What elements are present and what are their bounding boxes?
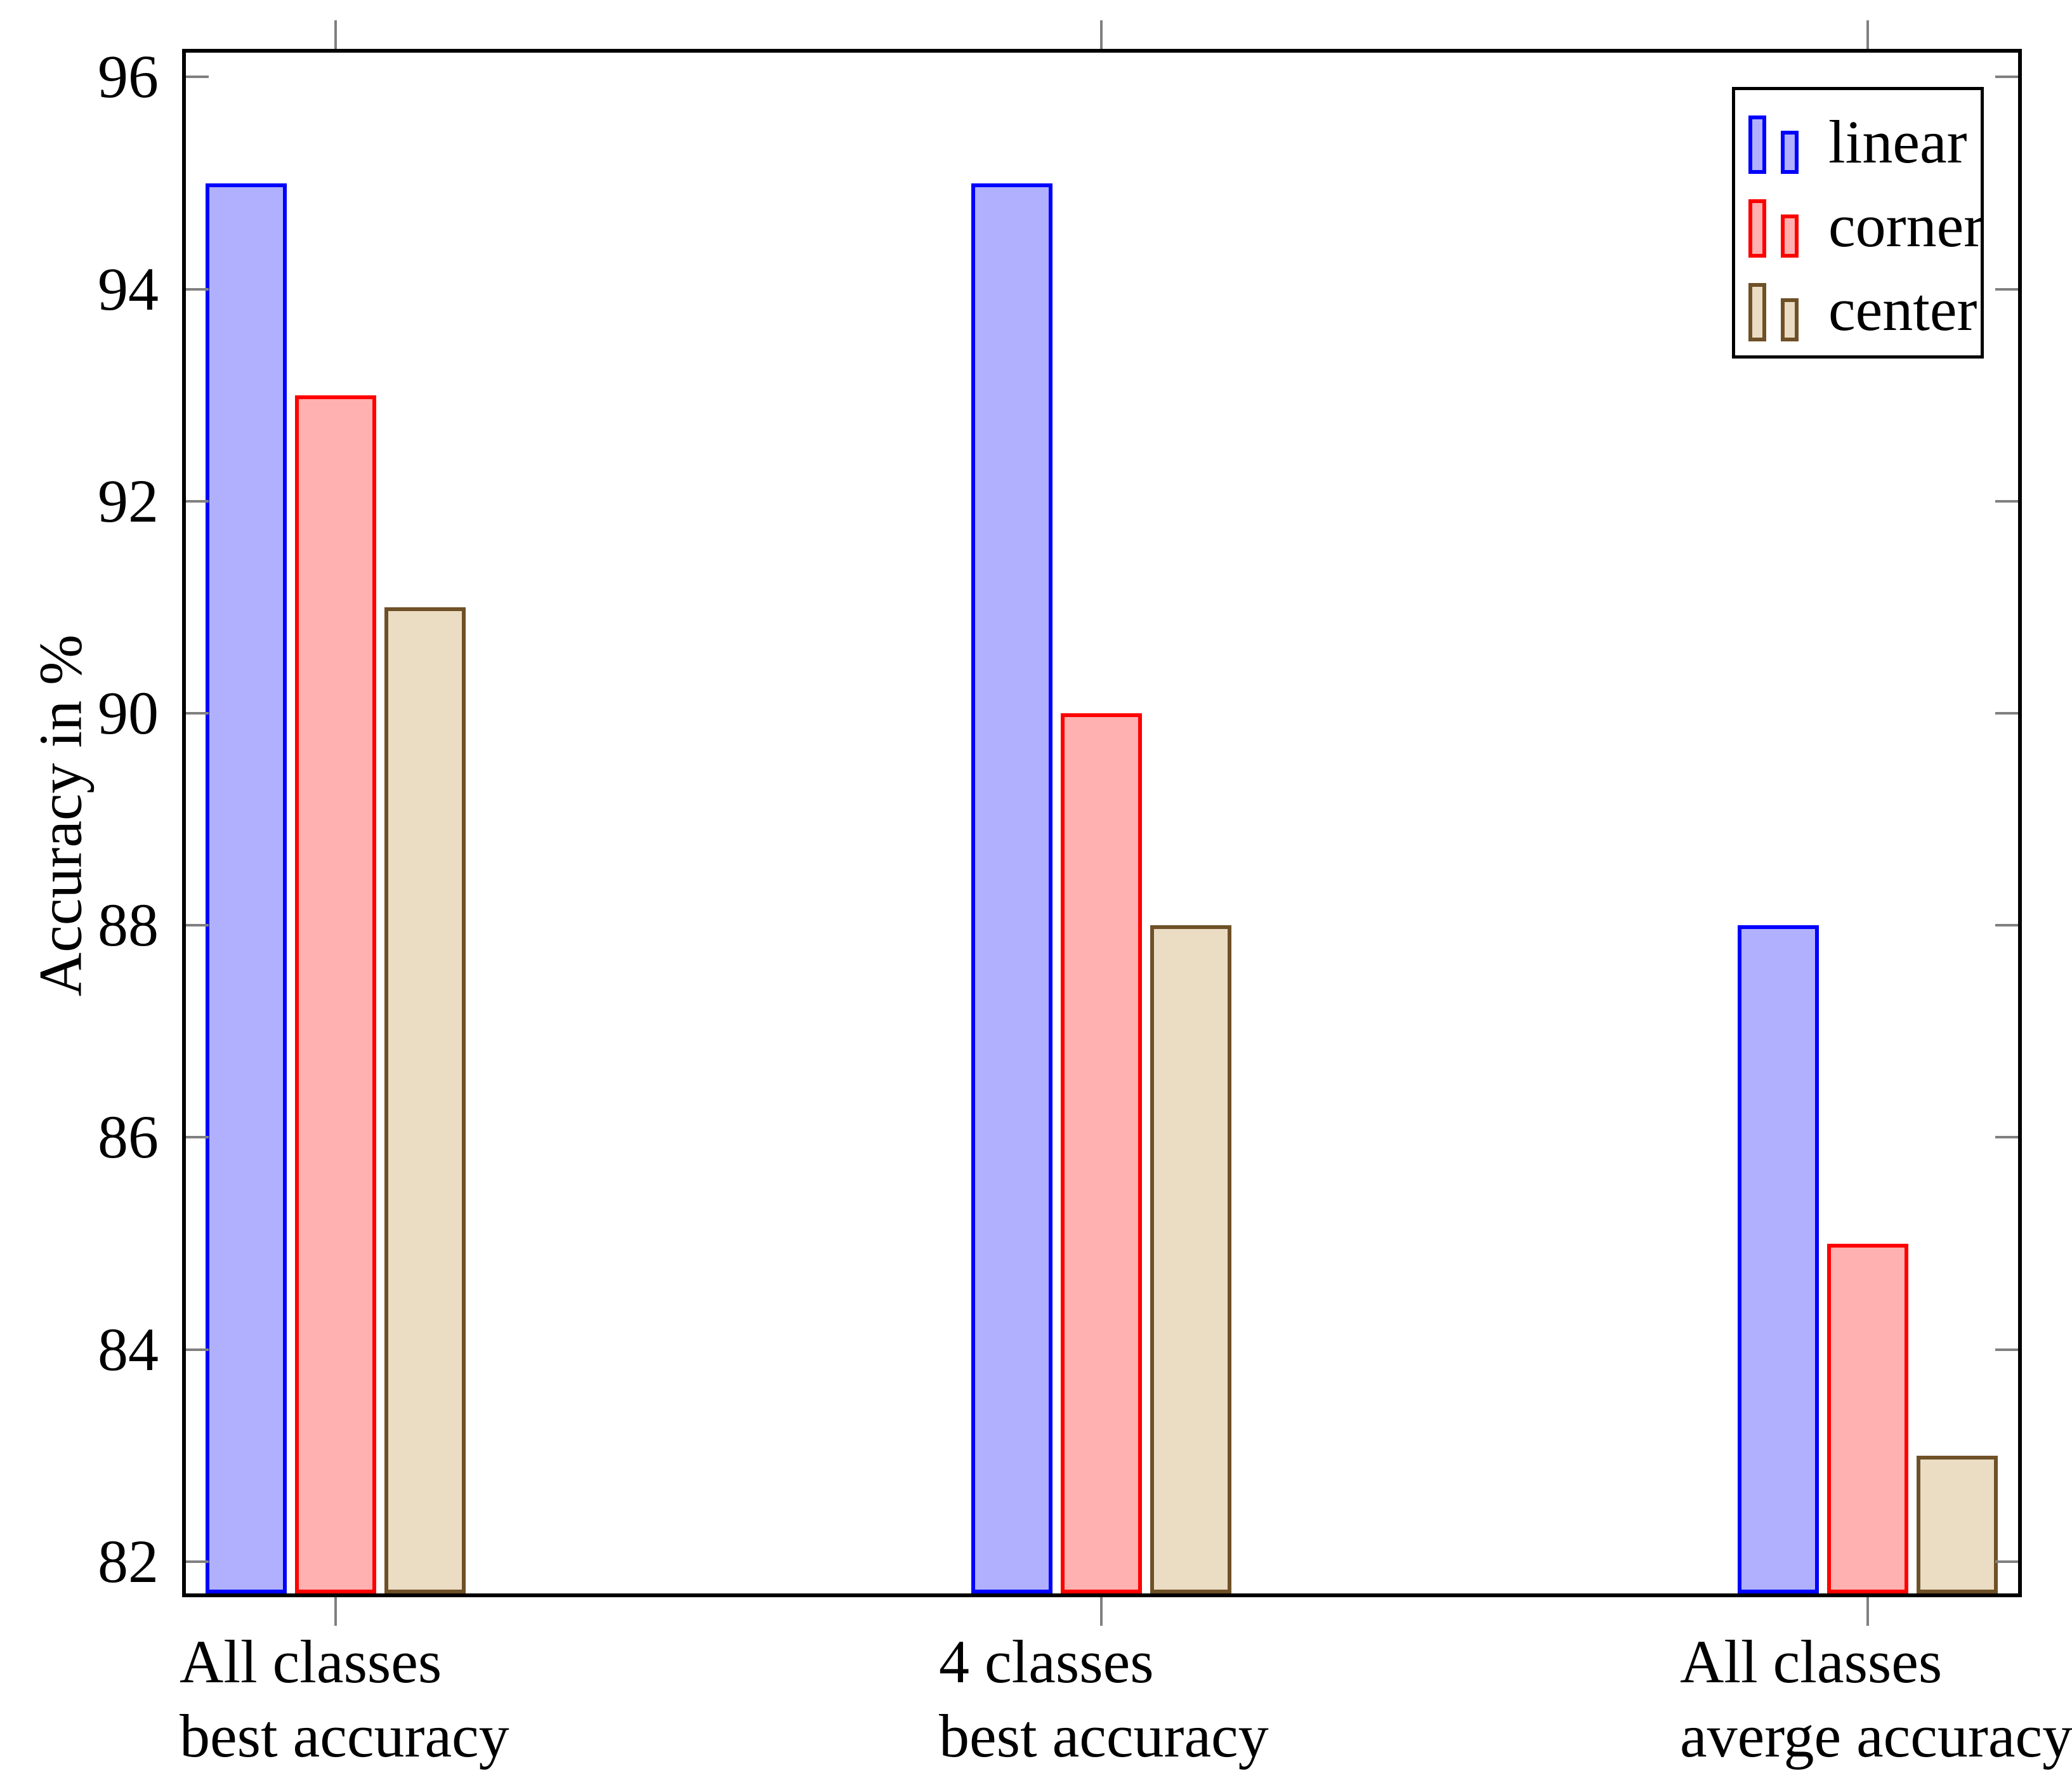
x-category-label: All classes best accuracy: [180, 1625, 509, 1773]
legend-label-linear: linear: [1828, 108, 1967, 176]
x-category-line: All classes: [180, 1628, 442, 1696]
y-tick-mark: [1995, 1560, 2018, 1563]
x-category-line: best accuracy: [180, 1702, 509, 1770]
y-tick-label: 86: [98, 1103, 159, 1171]
y-tick-mark: [186, 1560, 209, 1563]
y-tick-label: 88: [98, 891, 159, 959]
y-tick-mark: [1995, 76, 2018, 79]
legend-entry-linear: linear: [1735, 104, 1981, 174]
legend-marker-linear: [1748, 115, 1814, 174]
y-tick-mark: [186, 76, 209, 79]
y-tick-mark: [1995, 1136, 2018, 1139]
x-category-label: 4 classes best accuracy: [939, 1625, 1269, 1773]
x-tick-mark: [1100, 20, 1103, 49]
bar-corner-group1: [295, 395, 376, 1593]
y-tick-label: 92: [98, 466, 159, 535]
bar-corner-group3: [1827, 1243, 1908, 1593]
bar-linear-group3: [1738, 925, 1819, 1593]
legend-box: linear corner center: [1732, 87, 1984, 359]
legend-label-center: center: [1828, 275, 1977, 343]
x-category-line: 4 classes: [939, 1628, 1154, 1696]
y-tick-mark: [1995, 499, 2018, 503]
y-tick-label: 96: [98, 43, 159, 111]
legend-marker-center: [1748, 283, 1814, 341]
y-tick-label: 82: [98, 1527, 159, 1595]
legend-entry-corner: corner: [1735, 188, 1984, 260]
bar-swatch-icon: [1748, 115, 1766, 174]
y-tick-label: 90: [98, 679, 159, 748]
x-category-line: All classes: [1680, 1628, 1943, 1696]
x-tick-mark: [1100, 1597, 1103, 1626]
bar-swatch-icon: [1781, 131, 1799, 174]
bar-swatch-icon: [1748, 199, 1766, 258]
y-tick-label: 94: [98, 254, 159, 323]
x-category-line: best accuracy: [939, 1702, 1269, 1770]
bar-swatch-icon: [1748, 283, 1766, 341]
y-tick-mark: [1995, 287, 2018, 291]
bar-linear-group1: [206, 183, 287, 1593]
plot-area: [182, 49, 2022, 1597]
bar-corner-group2: [1061, 713, 1142, 1593]
plot-canvas: [186, 53, 2018, 1593]
y-tick-mark: [186, 712, 209, 715]
y-tick-mark: [1995, 712, 2018, 715]
bar-swatch-icon: [1781, 298, 1799, 341]
legend-label-corner: corner: [1828, 192, 1984, 260]
x-tick-mark: [334, 20, 337, 49]
legend-marker-corner: [1748, 199, 1814, 258]
y-tick-mark: [186, 1348, 209, 1351]
bar-center-group1: [384, 607, 466, 1593]
x-tick-mark: [1866, 20, 1869, 49]
bar-linear-group2: [971, 183, 1052, 1593]
bar-swatch-icon: [1781, 214, 1799, 258]
legend-entry-center: center: [1735, 272, 1981, 341]
y-tick-mark: [186, 287, 209, 291]
x-category-label: All classes averge accuracy: [1680, 1625, 2072, 1773]
y-tick-mark: [186, 499, 209, 503]
y-tick-mark: [186, 1136, 209, 1139]
bar-center-group2: [1150, 925, 1231, 1593]
x-category-line: averge accuracy: [1680, 1702, 2072, 1770]
bar-center-group3: [1917, 1455, 1998, 1593]
x-tick-mark: [1866, 1597, 1869, 1626]
y-tick-mark: [1995, 924, 2018, 927]
y-tick-label: 84: [98, 1315, 159, 1383]
y-tick-mark: [1995, 1348, 2018, 1351]
x-tick-mark: [334, 1597, 337, 1626]
y-tick-mark: [186, 924, 209, 927]
